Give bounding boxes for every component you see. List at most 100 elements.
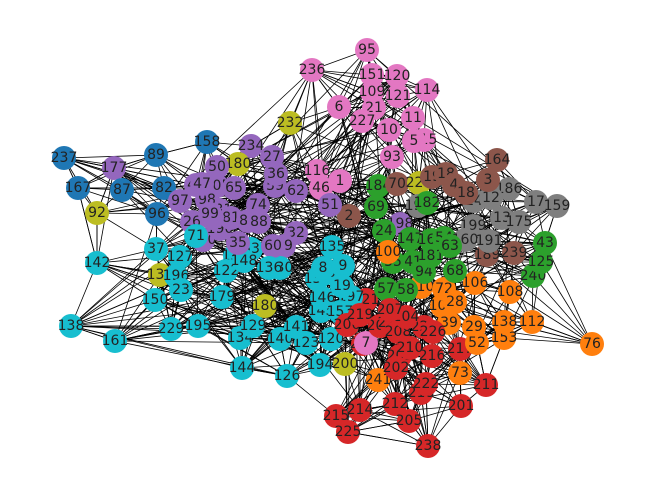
graph-node-label: 81 [222,210,240,226]
graph-node-label: 238 [415,438,442,454]
graph-node: 108 [497,280,523,304]
graph-node-circle [308,353,332,377]
graph-node-circle [328,169,352,193]
graph-edge [70,299,156,327]
graph-node-label: 29 [465,319,483,335]
graph-node: 82 [152,176,176,200]
graph-node: 216 [419,344,446,368]
graph-node-label: 5 [410,133,419,149]
graph-node: 127 [167,245,194,269]
graph-node: 70 [385,172,409,196]
graph-node: 225 [335,420,362,444]
graph-node: 135 [319,235,346,259]
graph-node: 195 [185,314,211,338]
graph-node-label: 65 [225,180,243,196]
graph-node-circle [278,111,302,135]
graph-edge [170,230,385,330]
graph-node-circle [454,181,478,205]
graph-node: 136 [256,256,282,280]
graph-node-label: 167 [65,180,92,196]
graph-node-circle [545,194,569,218]
graph-node: 159 [544,194,570,218]
graph-node-circle [492,310,516,334]
graph-node-circle [401,106,425,130]
graph-node-circle [145,202,169,226]
graph-edge [156,141,208,215]
graph-node: 180 [252,294,279,318]
graph-node-label: 114 [414,82,441,98]
graph-node-circle [415,78,439,102]
graph-node: 227 [349,109,375,133]
graph-node-circle [247,210,271,234]
graph-node: 158 [194,130,220,154]
graph-node-circle [52,146,76,170]
graph-node-circle [331,254,355,278]
graph-edge [329,156,393,206]
graph-node-label: 186 [496,181,523,197]
graph-node-circle [230,356,254,380]
graph-edge [114,289,182,342]
graph-node: 202 [383,356,409,380]
graph-node: 229 [158,317,184,341]
graph-node-label: 216 [419,348,446,364]
graph-node-label: 211 [473,377,500,393]
graph-node: 186 [496,177,523,201]
graph-node-circle [264,162,288,186]
graph-node: 50 [205,155,229,179]
graph-node-label: 129 [240,318,267,334]
graph-node-label: 27 [263,149,281,165]
graph-node-circle [330,274,354,298]
graph-node: 205 [396,409,422,433]
graph-node-circle [348,398,372,422]
graph-node: 226 [420,320,446,344]
graph-node-label: 135 [319,239,346,255]
graph-edge [63,157,197,186]
graph-node: 241 [365,368,391,392]
graph-node-label: 141 [283,319,310,335]
graph-node: 7 [354,331,378,355]
graph-node-circle [416,434,440,458]
graph-node-label: 153 [491,330,518,346]
graph-node-label: 164 [484,152,511,168]
graph-node-label: 109 [359,84,386,100]
graph-node-circle [327,95,351,119]
graph-node-circle [168,189,192,213]
graph-edge [503,337,593,345]
graph-node: 10 [377,118,401,142]
graph-node: 122 [213,259,239,283]
graph-node-label: 147 [397,231,424,247]
graph-node-circle [284,315,308,339]
graph-node-circle [85,251,109,275]
graph-node: 236 [299,58,325,82]
graph-edge [350,230,385,298]
graph-edge [113,167,193,223]
graph-node: 12 [479,186,503,210]
graph-node-label: 191 [476,233,503,249]
graph-node-label: 89 [147,147,165,163]
graph-edge [77,187,98,264]
graph-node-label: 127 [167,249,194,265]
graph-node: 184 [365,174,391,198]
graph-node: 96 [145,202,169,226]
graph-node-label: 180 [252,298,279,314]
graph-node-label: 39 [440,315,458,331]
graph-node-label: 225 [335,424,362,440]
graph-node: 58 [394,278,418,302]
graph-node-label: 214 [347,402,374,418]
graph-edge [544,242,593,345]
graph-node-circle [336,420,360,444]
graph-node-label: 76 [583,336,601,352]
graph-edge [114,274,161,342]
graph-node: 100 [375,240,401,264]
graph-node-label: 177 [101,160,128,176]
graph-node-circle [398,336,422,360]
graph-node: 214 [347,398,374,422]
graph-node-label: 179 [209,289,236,305]
graph-node-circle [380,145,404,169]
graph-edge [426,89,520,223]
graph-node: 24 [372,219,396,243]
graph-node-circle [214,259,238,283]
graph-node: 144 [229,356,255,380]
graph-node-circle [253,294,277,318]
graph-node-label: 50 [208,159,226,175]
